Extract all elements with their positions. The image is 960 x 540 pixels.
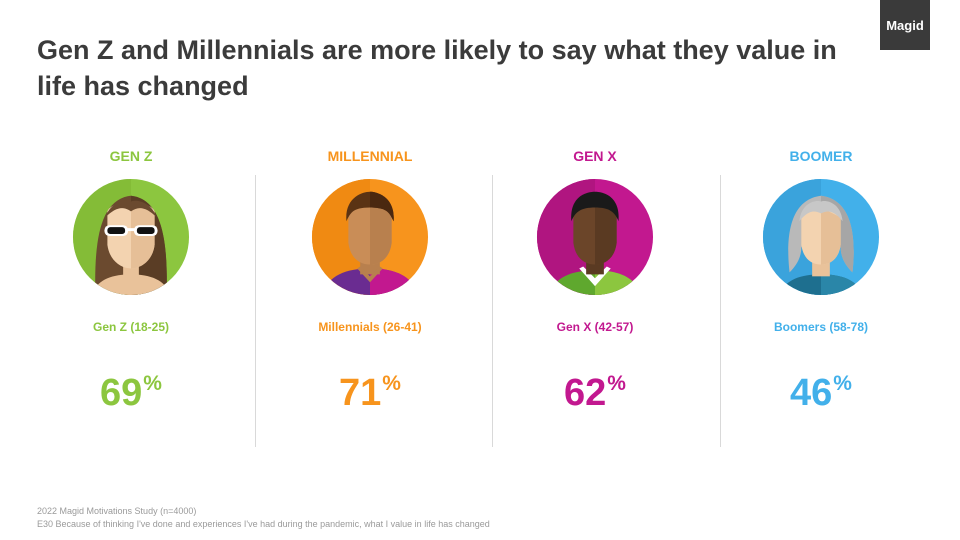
- gen-z-value: 69: [100, 372, 143, 414]
- gen-x-percent-sign: %: [607, 372, 626, 395]
- boomer-column: BOOMER Boomers (58-78) 46%: [705, 146, 937, 414]
- boomer-percent-sign: %: [833, 372, 852, 395]
- column-divider: [492, 175, 493, 447]
- gen-z-percent-sign: %: [143, 372, 162, 395]
- gen-z-percentage: 69%: [15, 362, 247, 414]
- gen-z-heading: GEN Z: [109, 148, 153, 164]
- millennial-percent-sign: %: [382, 372, 401, 395]
- millennial-percentage: 71%: [254, 362, 486, 414]
- gen-z-age-label: Gen Z (18-25): [92, 320, 170, 334]
- millennial-age-label: Millennials (26-41): [318, 320, 422, 334]
- gen-x-column: GEN X Gen X (42-57) 62%: [479, 146, 711, 414]
- male-millennial-avatar-icon: [311, 178, 429, 296]
- magid-logo: Magid: [880, 0, 930, 50]
- male-genx-avatar-icon: [536, 178, 654, 296]
- millennial-value: 71: [339, 372, 382, 414]
- source-footnote: 2022 Magid Motivations Study (n=4000): [37, 506, 197, 516]
- gen-z-column: GEN Z Gen Z (18-25) 69%: [15, 146, 247, 414]
- millennial-column: MILLENNIAL Millennials (26-41) 71%: [254, 146, 486, 414]
- boomer-percentage: 46%: [705, 362, 937, 414]
- page-title: Gen Z and Millennials are more likely to…: [37, 35, 837, 101]
- millennial-heading: MILLENNIAL: [327, 148, 413, 164]
- question-footnote: E30 Because of thinking I've done and ex…: [37, 519, 490, 529]
- boomer-age-label: Boomers (58-78): [773, 320, 869, 334]
- gen-x-age-label: Gen X (42-57): [556, 320, 634, 334]
- boomer-heading: BOOMER: [789, 148, 853, 164]
- column-divider: [255, 175, 256, 447]
- gen-x-value: 62: [564, 372, 607, 414]
- female-sunglasses-avatar-icon: [72, 178, 190, 296]
- gen-x-heading: GEN X: [573, 148, 617, 164]
- female-gray-hair-avatar-icon: [762, 178, 880, 296]
- column-divider: [720, 175, 721, 447]
- gen-x-percentage: 62%: [479, 362, 711, 414]
- boomer-value: 46: [790, 372, 833, 414]
